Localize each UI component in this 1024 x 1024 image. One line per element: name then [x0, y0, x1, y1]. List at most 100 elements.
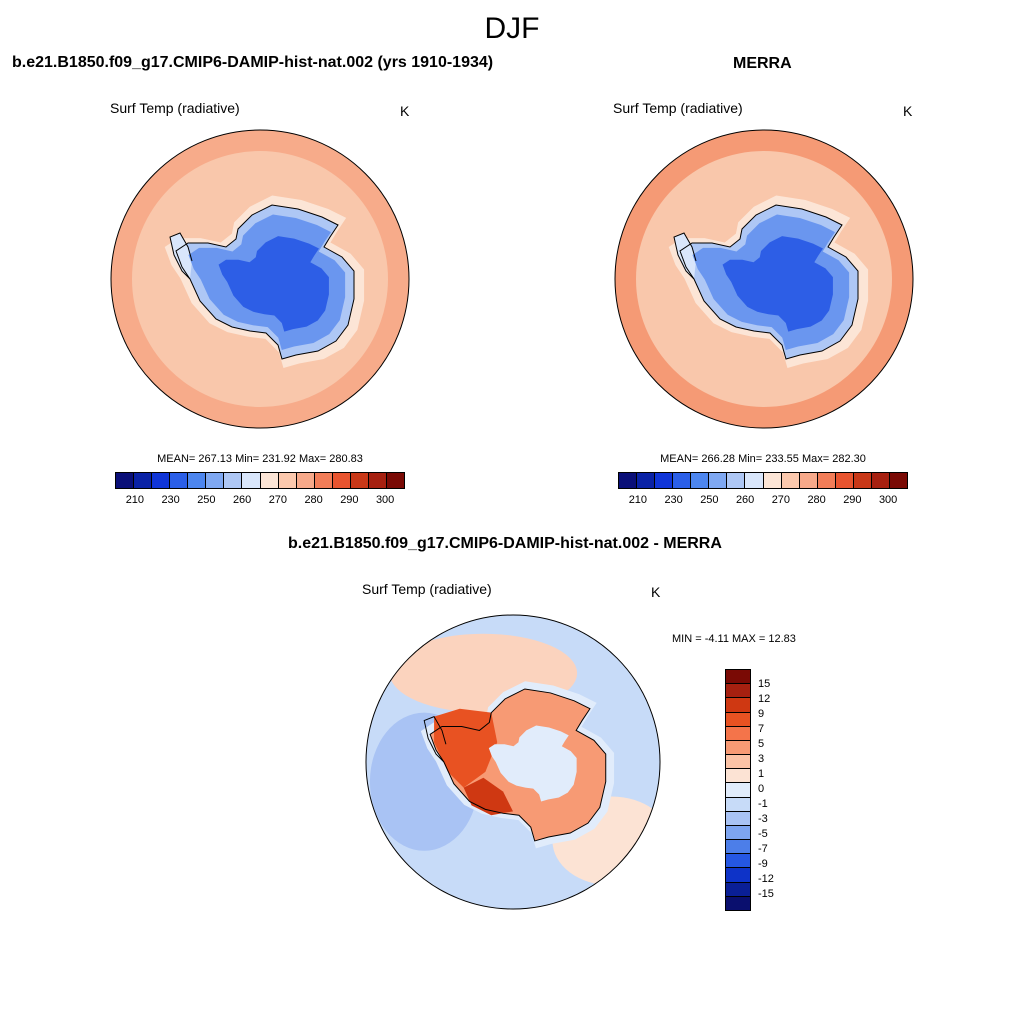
- colorbar-swatch: [726, 755, 750, 770]
- colorbar-swatch: [871, 473, 890, 488]
- panel-1-variable-label: Surf Temp (radiative): [110, 100, 240, 116]
- panel-3-stats: MIN = -4.11 MAX = 12.83: [672, 633, 796, 645]
- colorbar-tick-label: 300: [878, 494, 898, 506]
- colorbar-tick-label: 15: [758, 678, 771, 690]
- coastline: [429, 688, 607, 842]
- colorbar-tick-label: -3: [758, 813, 768, 825]
- colorbar-tick-label: -5: [758, 828, 768, 840]
- peninsula-coastline: [673, 232, 697, 280]
- colorbar-swatch: [726, 882, 750, 897]
- colorbar-swatch: [206, 473, 225, 488]
- panel-2-units-label: K: [903, 103, 913, 119]
- colorbar-swatch: [889, 473, 907, 488]
- colorbar-swatch: [726, 840, 750, 855]
- colorbar-swatch: [170, 473, 189, 488]
- colorbar-swatch: [673, 473, 692, 488]
- antarctica-interior: [722, 236, 833, 332]
- colorbar-tick-label: 270: [771, 494, 791, 506]
- colorbar-tick-label: -9: [758, 858, 768, 870]
- panel-1-colorbar: [115, 472, 405, 489]
- colorbar-swatch: [188, 473, 207, 488]
- coastline: [175, 204, 355, 360]
- colorbar-swatch: [296, 473, 315, 488]
- colorbar-swatch: [386, 473, 404, 488]
- colorbar-swatch: [781, 473, 800, 488]
- colorbar-tick-label: -15: [758, 888, 774, 900]
- colorbar-swatch: [332, 473, 351, 488]
- colorbar-swatch: [726, 868, 750, 883]
- colorbar-swatch: [853, 473, 872, 488]
- colorbar-swatch: [655, 473, 674, 488]
- colorbar-tick-label: 250: [197, 494, 216, 506]
- colorbar-swatch: [637, 473, 656, 488]
- map-border: [110, 129, 410, 429]
- panel-1-colorbar-ticks: 210 230 250 260 270 280 290 300: [117, 494, 403, 506]
- colorbar-swatch: [727, 473, 746, 488]
- main-title: DJF: [484, 12, 540, 45]
- panel-2-title: MERRA: [733, 55, 792, 72]
- colorbar-tick-label: 300: [375, 494, 395, 506]
- panel-2-colorbar: [618, 472, 908, 489]
- colorbar-swatch: [726, 769, 750, 784]
- panel-3-colorbar-ticks: 15 12 9 7 5 3 1 0 -1 -3 -5 -7 -9 -12 -15: [758, 677, 774, 902]
- colorbar-swatch: [763, 473, 782, 488]
- colorbar-tick-label: -12: [758, 873, 774, 885]
- colorbar-swatch: [835, 473, 854, 488]
- colorbar-swatch: [817, 473, 836, 488]
- colorbar-tick-label: 290: [843, 494, 862, 506]
- panel-1-title: b.e21.B1850.f09_g17.CMIP6-DAMIP-hist-nat…: [12, 54, 494, 71]
- antarctica-interior: [218, 236, 329, 332]
- colorbar-tick-label: 210: [628, 494, 648, 506]
- colorbar-tick-label: 280: [304, 494, 323, 506]
- colorbar-tick-label: 1: [758, 768, 765, 780]
- panel-3-units-label: K: [651, 584, 661, 600]
- colorbar-swatch: [368, 473, 387, 488]
- colorbar-swatch: [726, 811, 750, 826]
- colorbar-tick-label: 7: [758, 723, 765, 735]
- colorbar-tick-label: 12: [758, 693, 771, 705]
- colorbar-tick-label: 210: [125, 494, 145, 506]
- colorbar-swatch: [691, 473, 710, 488]
- map-border: [614, 129, 914, 429]
- colorbar-swatch: [726, 783, 750, 798]
- panel-3-title: b.e21.B1850.f09_g17.CMIP6-DAMIP-hist-nat…: [288, 535, 722, 552]
- colorbar-tick-label: 3: [758, 753, 765, 765]
- colorbar-swatch: [619, 473, 638, 488]
- colorbar-swatch: [134, 473, 153, 488]
- colorbar-tick-label: 230: [161, 494, 180, 506]
- colorbar-tick-label: 260: [232, 494, 252, 506]
- panel-1-map: [110, 129, 410, 429]
- colorbar-tick-label: -7: [758, 843, 768, 855]
- colorbar-swatch: [260, 473, 279, 488]
- peninsula-coastline: [423, 715, 447, 763]
- ross-sea-strong-anomaly: [463, 777, 513, 816]
- colorbar-swatch: [726, 854, 750, 869]
- colorbar-tick-label: 280: [807, 494, 826, 506]
- colorbar-swatch: [726, 726, 750, 741]
- colorbar-swatch: [116, 473, 135, 488]
- colorbar-swatch: [350, 473, 369, 488]
- panel-1-stats: MEAN= 267.13 Min= 231.92 Max= 280.83: [157, 453, 363, 465]
- panel-3-colorbar: [725, 669, 751, 911]
- colorbar-tick-label: 230: [664, 494, 683, 506]
- colorbar-tick-label: 260: [735, 494, 755, 506]
- panel-1-units-label: K: [400, 103, 410, 119]
- colorbar-swatch: [314, 473, 333, 488]
- colorbar-tick-label: 290: [340, 494, 359, 506]
- colorbar-swatch: [726, 740, 750, 756]
- east-antarctica-neutral: [488, 725, 577, 802]
- colorbar-tick-label: 0: [758, 783, 765, 795]
- colorbar-tick-label: 270: [268, 494, 288, 506]
- colorbar-swatch: [242, 473, 261, 488]
- colorbar-swatch: [745, 473, 764, 488]
- colorbar-swatch: [726, 684, 750, 699]
- colorbar-swatch: [726, 698, 750, 713]
- colorbar-swatch: [278, 473, 297, 488]
- colorbar-swatch: [726, 825, 750, 841]
- panel-2-colorbar-ticks: 210 230 250 260 270 280 290 300: [620, 494, 906, 506]
- panel-3-variable-label: Surf Temp (radiative): [362, 581, 492, 597]
- colorbar-swatch: [709, 473, 728, 488]
- colorbar-tick-label: 5: [758, 738, 765, 750]
- colorbar-swatch: [799, 473, 818, 488]
- colorbar-tick-label: -1: [758, 798, 768, 810]
